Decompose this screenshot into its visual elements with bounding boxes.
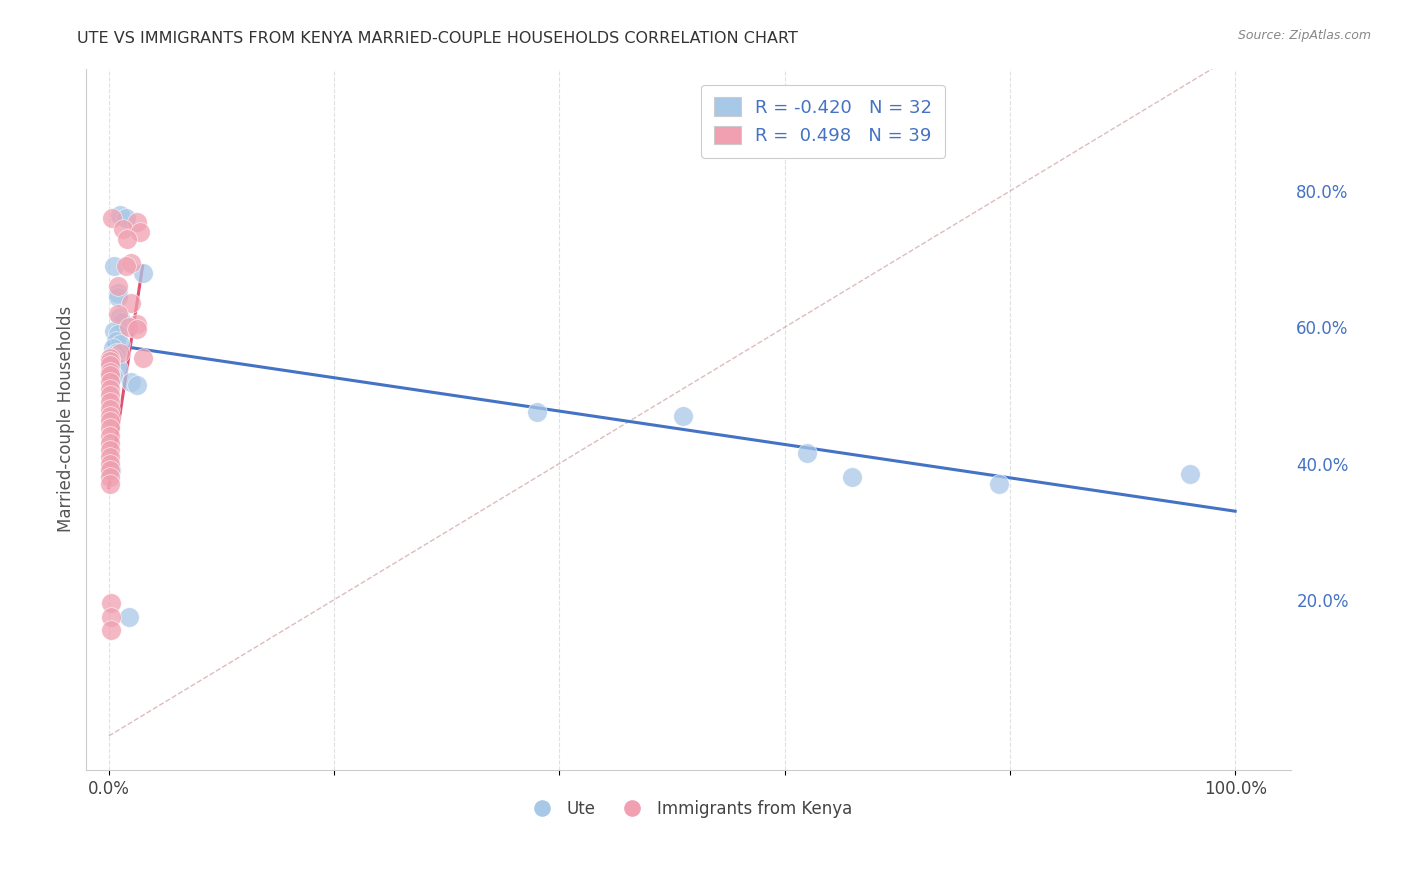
Point xyxy=(114,211,136,226)
Point xyxy=(98,463,121,477)
Point xyxy=(118,320,141,334)
Point xyxy=(101,349,124,363)
Text: UTE VS IMMIGRANTS FROM KENYA MARRIED-COUPLE HOUSEHOLDS CORRELATION CHART: UTE VS IMMIGRANTS FROM KENYA MARRIED-COU… xyxy=(77,31,799,46)
Point xyxy=(103,358,125,372)
Point xyxy=(100,596,122,610)
Point xyxy=(841,470,863,484)
Point xyxy=(98,382,121,396)
Point xyxy=(125,378,148,392)
Point xyxy=(120,255,142,269)
Point xyxy=(108,310,131,324)
Point xyxy=(526,405,548,419)
Point xyxy=(98,351,121,365)
Point xyxy=(131,351,153,365)
Point xyxy=(118,609,141,624)
Point xyxy=(98,414,121,428)
Point xyxy=(98,402,121,417)
Point xyxy=(796,446,818,460)
Point xyxy=(104,359,127,374)
Point xyxy=(108,208,131,222)
Point xyxy=(98,388,121,402)
Point xyxy=(107,279,129,293)
Point xyxy=(987,477,1010,491)
Point xyxy=(1178,467,1201,481)
Point xyxy=(101,356,124,370)
Point xyxy=(115,232,138,246)
Point xyxy=(125,321,148,335)
Point xyxy=(120,375,142,389)
Point xyxy=(98,429,121,443)
Point xyxy=(107,327,129,342)
Point xyxy=(98,409,121,423)
Point xyxy=(100,609,122,624)
Point xyxy=(103,259,125,273)
Point xyxy=(98,477,121,491)
Point xyxy=(98,436,121,450)
Point xyxy=(131,266,153,280)
Point xyxy=(98,368,121,382)
Point xyxy=(98,365,121,379)
Point xyxy=(125,317,148,331)
Point xyxy=(98,470,121,484)
Point xyxy=(103,341,125,355)
Point xyxy=(103,351,125,365)
Point xyxy=(98,375,121,389)
Point xyxy=(107,290,129,304)
Y-axis label: Married-couple Households: Married-couple Households xyxy=(58,306,75,533)
Point xyxy=(108,337,131,351)
Point xyxy=(98,450,121,464)
Point xyxy=(111,315,134,329)
Point xyxy=(100,463,122,477)
Point xyxy=(104,334,127,348)
Point xyxy=(98,395,121,409)
Point xyxy=(120,296,142,310)
Point xyxy=(98,421,121,435)
Point xyxy=(100,624,122,638)
Point xyxy=(100,365,122,379)
Point xyxy=(104,346,127,360)
Point xyxy=(107,307,129,321)
Point xyxy=(107,286,129,301)
Point xyxy=(98,442,121,457)
Point xyxy=(98,457,121,471)
Point xyxy=(98,358,121,372)
Text: Source: ZipAtlas.com: Source: ZipAtlas.com xyxy=(1237,29,1371,42)
Point xyxy=(108,346,131,360)
Point xyxy=(103,369,125,384)
Point xyxy=(114,259,136,273)
Point xyxy=(112,221,135,235)
Point xyxy=(103,324,125,338)
Legend: Ute, Immigrants from Kenya: Ute, Immigrants from Kenya xyxy=(519,794,859,825)
Point xyxy=(101,211,124,226)
Point xyxy=(125,215,148,229)
Point xyxy=(98,354,121,368)
Point xyxy=(129,225,152,239)
Point xyxy=(672,409,695,423)
Point xyxy=(107,361,129,376)
